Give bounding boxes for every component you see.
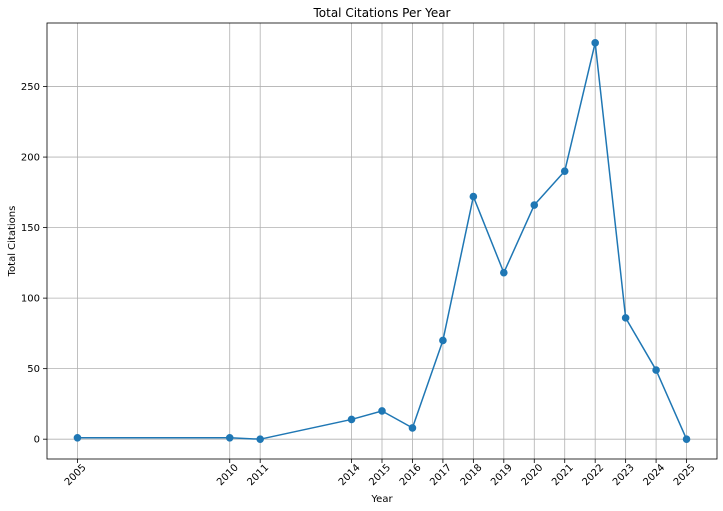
x-tick-label: 2017 bbox=[428, 462, 454, 488]
series-layer bbox=[73, 39, 691, 443]
axis-layer: 2005 2010 2011 2014 2015 2016 2017 2018 2019 2020… bbox=[21, 22, 718, 488]
y-tick-label: 0 bbox=[34, 435, 40, 446]
x-tick-label: 2014 bbox=[337, 462, 363, 488]
x-tick-label: 2018 bbox=[459, 462, 485, 488]
data-point bbox=[439, 336, 447, 345]
x-tick-label: 2020 bbox=[520, 462, 546, 488]
data-point bbox=[378, 407, 386, 415]
x-tick-label: 2022 bbox=[581, 462, 607, 488]
data-point bbox=[73, 433, 82, 442]
data-point bbox=[621, 314, 630, 322]
data-point bbox=[652, 366, 660, 374]
y-tick-label: 250 bbox=[21, 82, 40, 93]
x-tick-label: 2015 bbox=[367, 462, 393, 488]
y-tick-label: 50 bbox=[27, 364, 40, 375]
data-point bbox=[225, 433, 234, 442]
x-tick-label: 2021 bbox=[550, 462, 576, 488]
data-point bbox=[530, 201, 539, 209]
x-axis-label: Year bbox=[370, 494, 393, 505]
data-point bbox=[256, 435, 264, 443]
x-tick-label: 2019 bbox=[489, 462, 515, 488]
data-point bbox=[347, 415, 356, 424]
x-tick-label: 2016 bbox=[398, 462, 424, 488]
y-tick-label: 100 bbox=[21, 294, 40, 305]
data-point bbox=[500, 268, 508, 277]
grid-layer bbox=[47, 23, 717, 459]
data-point bbox=[560, 167, 569, 175]
x-tick-label: 2005 bbox=[63, 462, 89, 488]
data-point bbox=[591, 39, 599, 47]
plot-frame bbox=[46, 22, 718, 460]
x-tick-label: 2024 bbox=[641, 462, 667, 488]
y-tick-label: 150 bbox=[21, 223, 40, 234]
x-tick-label: 2010 bbox=[215, 462, 241, 488]
y-axis-label: Total Citations bbox=[7, 206, 18, 278]
data-point bbox=[469, 192, 478, 201]
chart-title: Total Citations Per Year bbox=[312, 6, 450, 20]
data-point bbox=[408, 424, 417, 432]
y-tick-label: 200 bbox=[21, 153, 40, 164]
data-point bbox=[682, 435, 691, 443]
x-tick-label: 2023 bbox=[611, 462, 637, 488]
x-tick-label: 2025 bbox=[672, 462, 698, 488]
x-tick-label: 2011 bbox=[246, 462, 272, 488]
